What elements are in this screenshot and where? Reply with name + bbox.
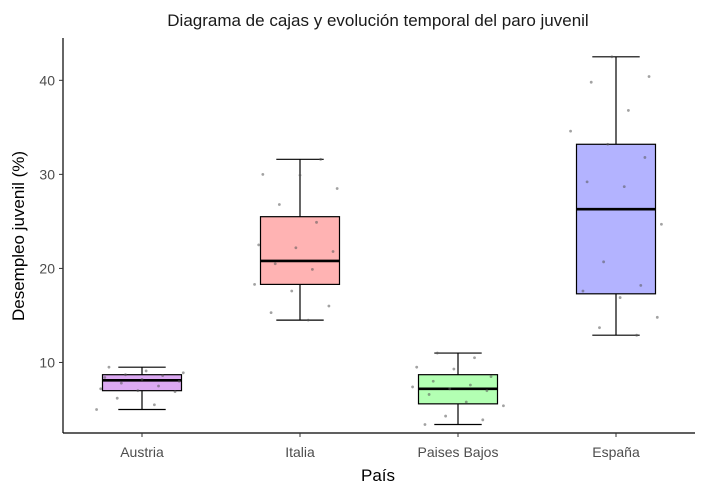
data-point — [464, 400, 468, 404]
data-point — [647, 75, 651, 78]
data-point — [298, 173, 302, 177]
data-point — [643, 156, 647, 159]
x-tick-label: España — [592, 444, 640, 460]
data-point — [585, 180, 589, 184]
data-point — [411, 385, 414, 389]
data-point — [427, 393, 431, 396]
data-point — [103, 376, 107, 379]
y-tick-label: 20 — [39, 260, 55, 276]
data-point — [152, 403, 156, 407]
data-point — [622, 185, 626, 188]
data-point — [177, 379, 181, 383]
data-point — [290, 289, 294, 293]
data-point — [452, 367, 456, 371]
data-point — [269, 311, 273, 315]
data-point — [444, 414, 448, 418]
data-point — [306, 318, 310, 322]
data-point — [310, 267, 314, 271]
data-point — [660, 222, 663, 226]
data-point — [606, 142, 610, 146]
x-axis-title: País — [361, 466, 395, 485]
data-point — [99, 387, 103, 391]
data-point — [273, 262, 277, 266]
data-point — [144, 369, 148, 373]
x-tick-label: Italia — [285, 444, 315, 460]
data-point — [115, 396, 119, 400]
data-point — [157, 384, 160, 388]
data-point — [423, 423, 427, 426]
data-point — [119, 381, 123, 385]
data-point — [257, 243, 261, 247]
box-italia — [259, 216, 341, 286]
data-point — [319, 157, 323, 161]
data-point — [277, 203, 281, 206]
data-point — [261, 172, 265, 176]
chart-title: Diagrama de cajas y evolución temporal d… — [167, 11, 588, 30]
data-point — [315, 220, 318, 224]
data-point — [581, 289, 585, 293]
data-point — [415, 365, 419, 369]
data-point — [327, 304, 331, 308]
y-tick-label: 40 — [39, 72, 55, 88]
data-point — [626, 109, 630, 112]
data-point — [253, 283, 256, 286]
y-axis-title: Desempleo juvenil (%) — [9, 151, 28, 321]
data-point — [502, 404, 505, 408]
data-point — [335, 187, 339, 190]
data-point — [481, 418, 485, 422]
data-point — [618, 296, 622, 299]
data-point — [435, 351, 439, 355]
data-point — [181, 371, 185, 375]
data-point — [485, 389, 489, 393]
x-tick-label: Paises Bajos — [418, 444, 499, 460]
data-point — [136, 389, 140, 393]
data-point — [431, 379, 435, 383]
y-tick-label: 30 — [39, 166, 55, 182]
data-point — [294, 246, 298, 250]
data-point — [473, 356, 476, 360]
data-point — [602, 260, 606, 264]
data-point — [569, 129, 572, 133]
data-point — [610, 55, 614, 59]
box-españa — [575, 143, 657, 295]
data-point — [489, 375, 493, 378]
box-austria — [101, 374, 183, 392]
data-point — [448, 387, 452, 391]
x-tick-label: Austria — [120, 444, 164, 460]
data-point — [95, 408, 98, 411]
data-point — [161, 374, 165, 378]
data-point — [639, 283, 643, 287]
data-point — [598, 326, 601, 330]
data-point — [655, 315, 659, 319]
data-point — [635, 333, 639, 337]
data-point — [331, 250, 335, 253]
plot-area: 10 20 30 40 Austria Italia Paises Bajos España — [39, 38, 695, 460]
data-point — [173, 390, 177, 394]
data-point — [107, 365, 111, 369]
data-point — [589, 80, 593, 84]
data-point — [468, 383, 472, 387]
data-point — [140, 377, 144, 381]
y-tick-label: 10 — [39, 354, 55, 370]
data-point — [124, 373, 127, 377]
